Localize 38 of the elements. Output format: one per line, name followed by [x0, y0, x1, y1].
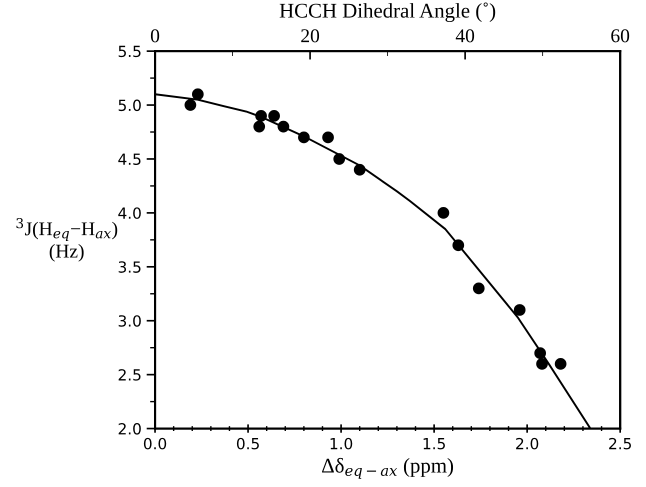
y-tick-label: 4.5: [118, 154, 141, 165]
y-tick-label: 4.0: [118, 207, 141, 219]
point: [184, 99, 196, 111]
y-tick-label: 3.0: [118, 315, 141, 327]
point: [354, 164, 366, 176]
x-tick-label: 0.0: [144, 438, 166, 450]
point: [452, 239, 464, 252]
x2-tick-label: 0: [150, 29, 160, 42]
x2-axis-title: HCCH Dihedral Angle (˚): [280, 2, 496, 22]
y-tick-label: 5.5: [118, 46, 141, 58]
y-tick-label: 2.5: [118, 369, 141, 381]
point: [333, 153, 346, 165]
point: [554, 358, 566, 370]
point: [322, 132, 334, 144]
x-tick-label: 0.5: [236, 438, 259, 450]
x2-tick-label: 20: [301, 29, 320, 42]
point: [253, 120, 266, 132]
x-tick-label: 2.0: [516, 438, 538, 450]
x-axis-title: Δδ$_{eq−ax}$ (ppm): [322, 458, 454, 479]
point: [255, 110, 267, 122]
point: [536, 358, 548, 370]
point: [514, 304, 526, 316]
x-tick-label: 2.5: [609, 438, 631, 450]
point: [278, 120, 290, 132]
x2-tick-label: 40: [456, 29, 474, 42]
point: [534, 347, 546, 359]
x-tick-label: 1.5: [424, 438, 445, 450]
point: [298, 132, 310, 144]
y-tick-label: 3.5: [118, 261, 141, 273]
y-tick-label: 2.0: [118, 423, 141, 435]
point: [268, 110, 280, 122]
point: [192, 88, 204, 100]
point: [438, 207, 450, 219]
x2-tick-label: 60: [611, 29, 630, 42]
text: $^{3}$J(H$_{eq}$−H$_{ax}$) (Hz): [16, 218, 118, 262]
point: [472, 282, 485, 294]
x-tick-label: 1.0: [330, 438, 352, 450]
y-tick-label: 5.0: [118, 100, 141, 112]
